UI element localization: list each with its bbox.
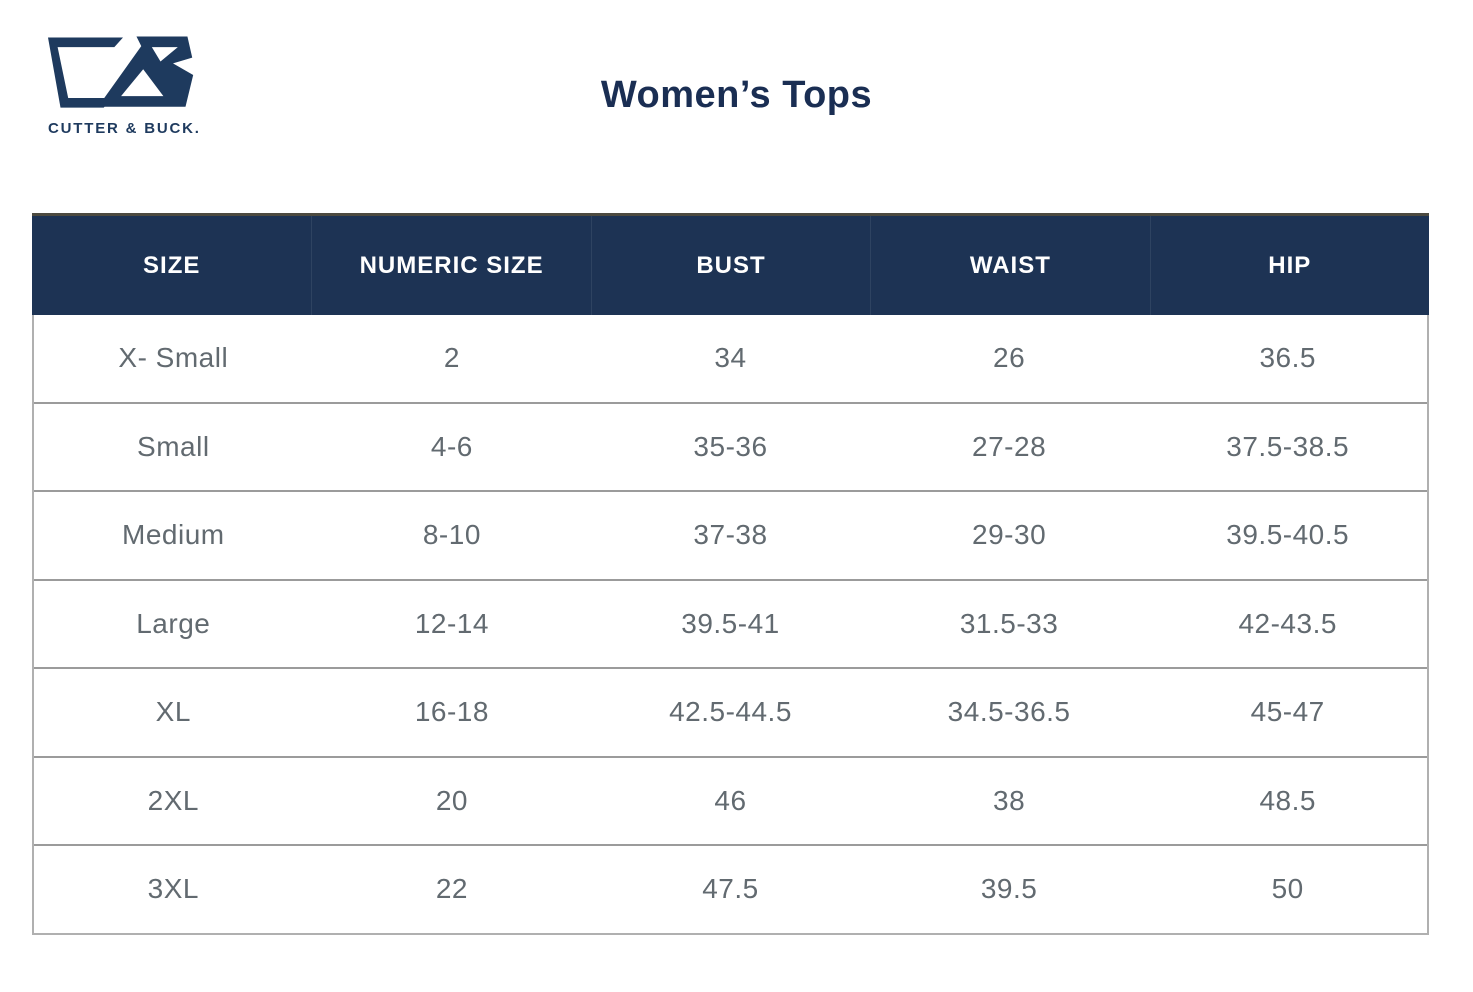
size-chart-table: SIZE NUMERIC SIZE BUST WAIST HIP X- Smal… (32, 213, 1429, 935)
table-body: X- Small 2 34 26 36.5 Small 4-6 35-36 27… (32, 315, 1429, 935)
table-row-large: Large 12-14 39.5-41 31.5-33 42-43.5 (34, 578, 1427, 668)
column-header-bust: BUST (590, 216, 870, 315)
table-cell-size: Large (136, 607, 211, 639)
table-cell-bust: 37-38 (693, 519, 768, 551)
table-cell-hip: 45-47 (1250, 696, 1325, 728)
table-cell-size: 2XL (147, 784, 199, 816)
table-cell-waist: 29-30 (972, 519, 1047, 551)
table-cell-waist: 31.5-33 (959, 607, 1059, 639)
table-cell-waist: 38 (993, 784, 1026, 816)
table-row-3xl: 3XL 22 47.5 39.5 50 (34, 844, 1427, 933)
table-row-medium: Medium 8-10 37-38 29-30 39.5-40.5 (34, 490, 1427, 579)
table-cell-bust: 42.5-44.5 (669, 696, 792, 728)
column-header-numeric-size: NUMERIC SIZE (311, 216, 590, 315)
brand-logo: CUTTER & BUCK. (48, 36, 201, 137)
brand-name: CUTTER & BUCK. (48, 120, 201, 137)
table-cell-hip: 39.5-40.5 (1226, 519, 1350, 551)
table-cell-bust: 46 (714, 784, 747, 816)
table-cell-hip: 36.5 (1259, 342, 1316, 374)
table-cell-size: 3XL (147, 873, 199, 905)
table-cell-waist: 34.5-36.5 (947, 696, 1071, 728)
table-cell-size: Medium (122, 519, 225, 551)
table-cell-hip: 48.5 (1259, 784, 1316, 816)
table-cell-hip: 50 (1271, 873, 1304, 905)
table-cell-size: XL (155, 696, 191, 728)
table-row-xsmall: X- Small 2 34 26 36.5 (34, 315, 1427, 402)
table-cell-hip: 37.5-38.5 (1226, 430, 1350, 462)
column-header-waist: WAIST (870, 216, 1149, 315)
page-title: Women’s Tops (600, 74, 873, 116)
table-cell-size: Small (137, 430, 210, 462)
table-header-row: SIZE NUMERIC SIZE BUST WAIST HIP (32, 213, 1429, 315)
table-cell-numeric: 2 (443, 342, 460, 374)
table-cell-waist: 26 (993, 342, 1026, 374)
table-cell-size: X- Small (118, 342, 229, 374)
column-header-size: SIZE (143, 251, 201, 279)
table-cell-hip: 42-43.5 (1238, 607, 1337, 639)
table-cell-numeric: 22 (435, 873, 468, 905)
column-header-hip: HIP (1149, 216, 1429, 315)
cutter-buck-cb-monogram-icon (48, 36, 194, 108)
table-cell-numeric: 12-14 (414, 607, 489, 639)
table-cell-bust: 34 (714, 342, 747, 374)
table-cell-waist: 27-28 (972, 430, 1047, 462)
table-cell-bust: 39.5-41 (681, 607, 780, 639)
table-cell-bust: 47.5 (702, 873, 759, 905)
table-cell-numeric: 4-6 (430, 430, 473, 462)
table-cell-bust: 35-36 (693, 430, 768, 462)
table-row-2xl: 2XL 20 46 38 48.5 (34, 755, 1427, 845)
table-cell-numeric: 16-18 (414, 696, 489, 728)
table-row-xl: XL 16-18 42.5-44.5 34.5-36.5 45-47 (34, 667, 1427, 756)
table-cell-numeric: 20 (435, 784, 468, 816)
table-cell-waist: 39.5 (980, 873, 1038, 905)
table-cell-numeric: 8-10 (422, 519, 481, 551)
table-row-small: Small 4-6 35-36 27-28 37.5-38.5 (34, 401, 1427, 491)
